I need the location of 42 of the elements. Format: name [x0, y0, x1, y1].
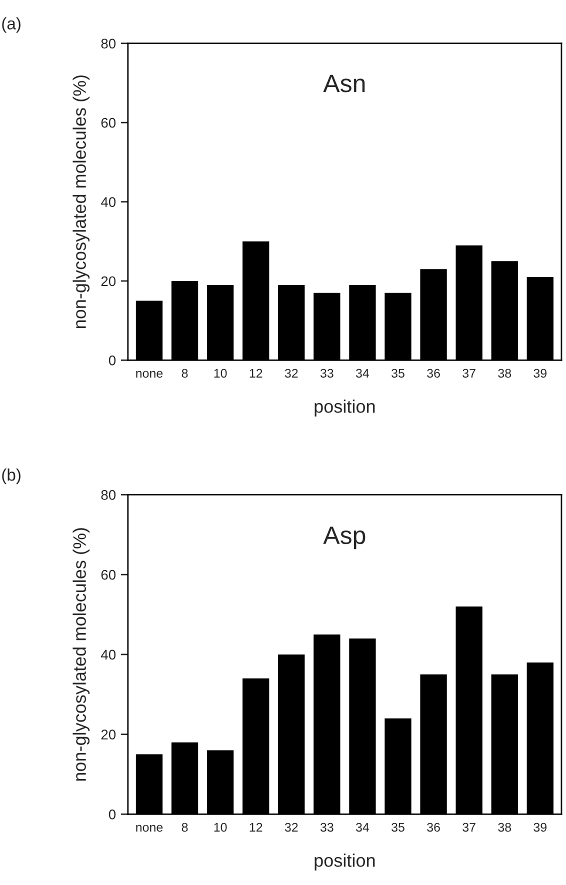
x-tick-label: 32 [284, 822, 298, 832]
x-tick-label: 35 [392, 822, 404, 832]
x-tick-label: 33 [320, 368, 334, 378]
y-tick-label: 60 [101, 570, 116, 580]
x-tick-label: 38 [498, 368, 512, 378]
x-tick-label: none [136, 370, 163, 378]
x-tick-label: 8 [182, 368, 188, 378]
x-tick-label: 35 [392, 368, 404, 378]
y-tick-label: 40 [100, 650, 116, 660]
x-tick-label: 34 [356, 368, 370, 378]
x-tick-label: 39 [534, 368, 547, 378]
x-tick-label: 37 [462, 368, 476, 378]
x-tick-label: 10 [214, 822, 227, 832]
y-tick-label: 0 [108, 810, 116, 820]
x-tick-label: 34 [356, 822, 370, 832]
x-axis-title: position [314, 400, 375, 416]
y-axis-title: non-glycosylated molecules (%) [72, 528, 90, 781]
x-tick-label: 8 [182, 822, 188, 832]
text: Asp [323, 526, 366, 550]
x-tick-label: 38 [498, 822, 512, 832]
x-tick-label: 10 [214, 368, 227, 378]
x-axis-title: position [314, 854, 375, 870]
x-tick-label: 39 [534, 822, 547, 832]
x-tick-label: 36 [427, 368, 440, 378]
text: (a) [2, 17, 20, 33]
x-tick-label: 33 [320, 822, 334, 832]
y-tick-label: 20 [101, 276, 116, 286]
x-tick-label: 32 [284, 368, 298, 378]
y-axis-title: non-glycosylated molecules (%) [72, 75, 90, 328]
y-tick-label: 80 [101, 490, 116, 500]
x-tick-label: none [136, 824, 163, 832]
text: (b) [2, 468, 20, 484]
x-tick-label: 12 [250, 822, 262, 832]
y-tick-label: 20 [101, 730, 116, 740]
x-tick-label: 36 [427, 822, 440, 832]
y-tick-label: 60 [101, 118, 116, 128]
y-tick-label: 40 [100, 197, 116, 207]
y-tick-label: 80 [101, 38, 116, 49]
x-tick-label: 37 [462, 822, 476, 832]
x-tick-label: 12 [250, 368, 262, 378]
text: Asn [323, 74, 365, 92]
y-tick-label: 0 [108, 356, 116, 366]
